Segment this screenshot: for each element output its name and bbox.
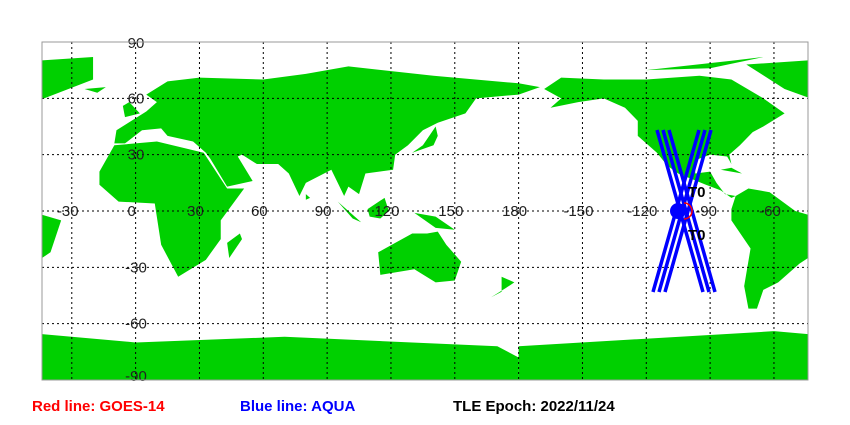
legend-red-line: Red line: GOES-14 <box>32 398 165 415</box>
longitude-label: 30 <box>187 203 204 220</box>
marker-label: T0 <box>688 227 706 244</box>
landmass <box>42 334 519 380</box>
landmass <box>414 212 455 230</box>
longitude-label: 150 <box>438 203 463 220</box>
landmass <box>490 276 515 298</box>
landmass <box>227 233 243 258</box>
map-frame <box>41 41 809 381</box>
latitude-label: 60 <box>128 90 145 107</box>
landmass <box>746 60 808 98</box>
aqua-position-marker <box>670 203 686 219</box>
landmass <box>42 57 94 99</box>
longitude-label: 60 <box>251 203 268 220</box>
longitude-label: 180 <box>502 203 527 220</box>
landmass <box>720 167 743 174</box>
graticule: -30 0 30 60 90 120 150 180 -150 -120 -90 -60 <box>42 42 808 380</box>
axis-labels: 90 60 30 -30 -60 -90 <box>125 35 147 385</box>
latitude-label: 90 <box>128 35 145 52</box>
landmass <box>337 201 362 223</box>
latitude-label: -60 <box>125 316 147 333</box>
landmass <box>518 331 808 380</box>
landmass <box>412 126 438 153</box>
latitude-label: -90 <box>125 368 147 385</box>
longitude-label: -60 <box>759 203 781 220</box>
longitude-label: 0 <box>127 203 135 220</box>
landmass <box>305 194 311 200</box>
landmass <box>84 87 106 93</box>
landmass <box>367 197 389 219</box>
landmass <box>731 188 808 309</box>
marker-label: T0 <box>688 184 706 201</box>
latitude-label: 30 <box>128 147 145 164</box>
landmass <box>0 76 19 198</box>
ground-track-line <box>663 129 713 293</box>
goes-14-position-marker <box>683 202 693 220</box>
landmass <box>42 214 62 258</box>
landmass <box>646 57 764 71</box>
landmass <box>99 141 245 277</box>
legend-blue-line: Blue line: AQUA <box>240 398 356 415</box>
latitude-label: -30 <box>125 259 147 276</box>
longitude-label: -90 <box>695 203 717 220</box>
longitude-label: 120 <box>374 203 399 220</box>
tle-epoch: TLE Epoch: 2022/11/24 <box>453 398 615 415</box>
landmass <box>378 231 462 283</box>
